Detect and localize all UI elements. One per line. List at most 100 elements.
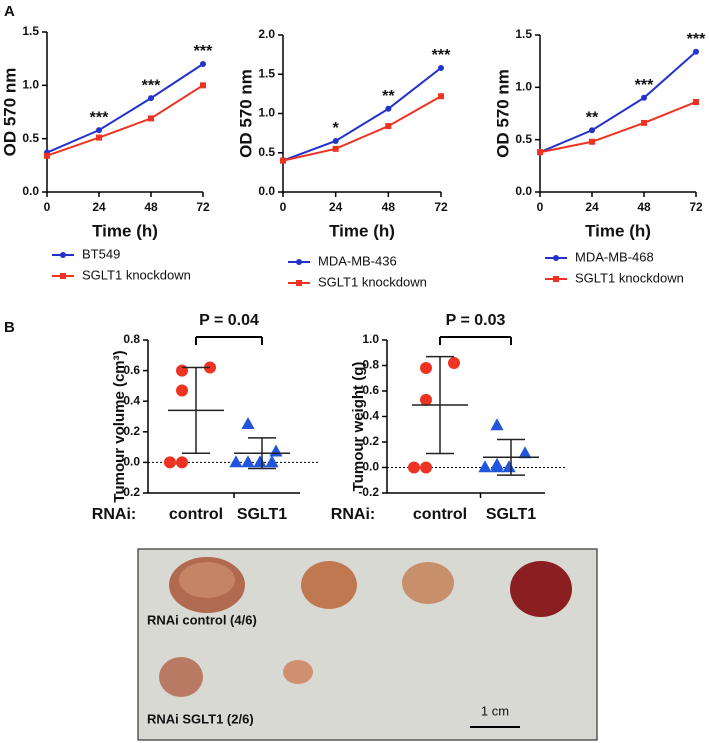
y-tick-label: 0.5	[515, 132, 532, 146]
series-line	[46, 84, 204, 157]
y-tick-label: -0.2	[358, 485, 379, 499]
marker	[420, 393, 432, 406]
series-line	[46, 63, 204, 154]
significance-label: ***	[194, 43, 213, 60]
marker	[490, 418, 504, 431]
marker	[44, 152, 50, 159]
legend-label: SGLT1 knockdown	[82, 267, 191, 282]
marker	[200, 61, 206, 67]
marker	[641, 94, 647, 101]
marker	[420, 362, 432, 375]
y-tick-label: 0.5	[258, 145, 275, 159]
legend-label: SGLT1 knockdown	[318, 274, 427, 289]
marker	[589, 127, 595, 134]
y-tick-label: -0.2	[119, 485, 140, 499]
x-axis-label: Time (h)	[585, 221, 651, 240]
y-tick-label: 0.4	[123, 393, 140, 407]
group-label: RNAi:	[92, 506, 136, 523]
marker	[96, 127, 102, 134]
y-axis-label: OD 570 nm	[236, 69, 255, 158]
marker	[438, 93, 444, 100]
marker	[200, 82, 206, 89]
x-tick-label: 48	[382, 200, 396, 214]
y-tick-label: 0.0	[123, 455, 140, 469]
y-axis-label: OD 570 nm	[0, 68, 19, 157]
significance-label: *	[333, 120, 340, 137]
y-tick-label: 0.6	[362, 383, 379, 397]
marker	[490, 460, 504, 473]
y-tick-label: 0.2	[123, 424, 140, 438]
marker	[148, 95, 154, 102]
x-tick-label: 48	[144, 200, 158, 214]
marker	[537, 149, 543, 156]
y-tick-label: 1.5	[515, 27, 532, 41]
y-tick-label: 1.5	[258, 66, 275, 80]
y-tick-label: 0.8	[362, 358, 379, 372]
p-value: P = 0.03	[446, 312, 506, 329]
x-tick-label: 72	[689, 200, 703, 214]
y-tick-label: 0.4	[362, 409, 379, 423]
group-label: RNAi:	[331, 506, 375, 523]
y-tick-label: 0.8	[123, 332, 140, 346]
significance-label: ***	[432, 47, 451, 64]
marker	[164, 456, 176, 469]
marker	[641, 119, 647, 126]
y-tick-label: 2.0	[258, 27, 275, 41]
significance-label: ***	[90, 109, 109, 126]
y-tick-label: 0.5	[22, 131, 39, 145]
scale-bar-label: 1 cm	[481, 703, 509, 718]
marker	[253, 455, 267, 468]
marker	[60, 273, 66, 279]
legend-label: MDA-MB-436	[318, 253, 397, 268]
marker	[408, 461, 420, 474]
series-line	[282, 95, 442, 162]
marker	[241, 455, 255, 468]
marker	[296, 259, 302, 265]
marker	[518, 446, 532, 459]
x-tick-label: 72	[196, 200, 210, 214]
y-tick-label: 0.0	[258, 184, 275, 198]
series-line	[539, 50, 697, 154]
photo: RNAi control (4/6) RNAi SGLT1 (2/6) 1 cm	[137, 548, 598, 741]
y-tick-label: 0.0	[22, 184, 39, 198]
x-tick-label: control	[169, 506, 223, 523]
p-value: P = 0.04	[199, 312, 259, 329]
x-tick-label: 72	[434, 200, 448, 214]
photo-label: RNAi SGLT1 (2/6)	[147, 711, 254, 726]
x-tick-label: 0	[44, 200, 51, 214]
marker	[385, 123, 392, 130]
y-tick-label: 0.0	[515, 184, 532, 198]
panel-label: A	[4, 3, 15, 20]
photo-label: RNAi control (4/6)	[147, 612, 257, 627]
series-line	[539, 101, 697, 154]
marker	[693, 48, 699, 55]
marker	[176, 456, 188, 469]
x-tick-label: control	[413, 506, 467, 523]
marker	[553, 255, 559, 261]
series-line	[282, 67, 442, 162]
marker	[448, 356, 460, 369]
marker	[60, 252, 66, 258]
marker	[229, 455, 243, 468]
marker	[265, 455, 279, 468]
y-tick-label: 0.6	[123, 363, 140, 377]
marker	[385, 105, 392, 112]
marker	[332, 137, 339, 144]
y-tick-label: 1.0	[22, 78, 39, 92]
marker	[478, 460, 492, 473]
x-tick-label: 24	[329, 200, 343, 214]
x-tick-label: 0	[280, 200, 287, 214]
legend-label: MDA-MB-468	[575, 249, 654, 264]
x-tick-label: 24	[585, 200, 599, 214]
marker	[96, 134, 102, 141]
marker	[176, 364, 188, 377]
x-axis-label: Time (h)	[329, 221, 395, 240]
y-tick-label: 0.0	[362, 460, 379, 474]
marker	[269, 444, 283, 457]
marker	[148, 115, 154, 122]
significance-label: **	[382, 88, 395, 105]
y-tick-label: 1.0	[362, 332, 379, 346]
marker	[332, 145, 339, 152]
x-axis-label: Time (h)	[92, 221, 158, 240]
